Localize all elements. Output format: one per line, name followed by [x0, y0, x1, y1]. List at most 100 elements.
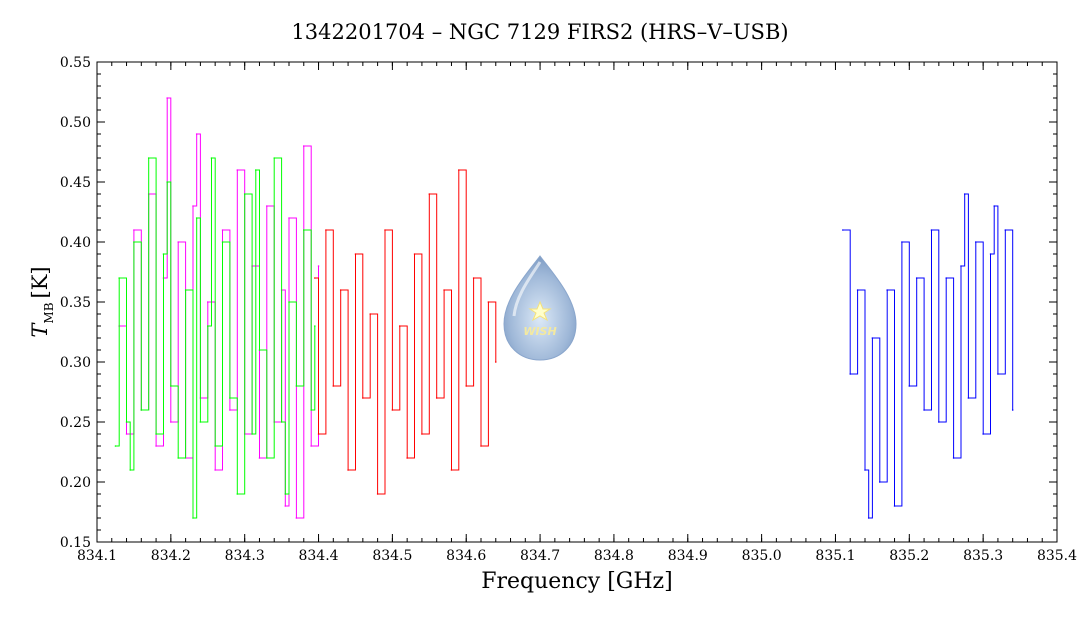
- data-point: [938, 421, 940, 423]
- data-point: [849, 373, 852, 375]
- data-point: [339, 289, 342, 291]
- data-point: [280, 421, 283, 423]
- data-point: [133, 229, 135, 231]
- data-point: [1004, 229, 1007, 231]
- data-point: [362, 397, 364, 399]
- x-tick-label: 834.5: [372, 548, 412, 564]
- data-point: [258, 457, 261, 459]
- data-point: [871, 337, 874, 339]
- plot-frame: [96, 61, 1058, 543]
- data-point: [206, 325, 209, 327]
- data-point: [147, 157, 150, 159]
- x-tick-label: 835.0: [742, 548, 782, 564]
- data-point: [273, 157, 276, 159]
- data-point: [192, 517, 194, 519]
- data-point: [199, 421, 202, 423]
- spectrum-series-2: [314, 169, 497, 495]
- y-tick-label: 0.35: [60, 295, 91, 311]
- x-tick-label: 835.4: [1037, 548, 1077, 564]
- data-point: [886, 289, 888, 291]
- data-point: [170, 421, 172, 423]
- y-axis-label-main: T: [28, 322, 52, 338]
- data-point: [472, 277, 475, 279]
- data-point: [221, 241, 224, 243]
- data-point: [930, 229, 933, 231]
- y-axis-label: TMB [K]: [28, 266, 56, 337]
- y-tick-label: 0.45: [60, 175, 91, 191]
- data-point: [258, 349, 261, 351]
- data-point: [195, 133, 198, 135]
- x-tick-label: 835.3: [963, 548, 1003, 564]
- data-point: [125, 421, 128, 423]
- data-point: [214, 445, 216, 447]
- data-point: [129, 469, 132, 471]
- data-point: [901, 241, 903, 243]
- data-point: [494, 361, 497, 363]
- y-tick-label: 0.55: [60, 55, 91, 71]
- data-point: [878, 481, 881, 483]
- data-point: [960, 265, 962, 267]
- data-point: [314, 277, 316, 279]
- data-point: [125, 433, 128, 435]
- data-point: [450, 469, 453, 471]
- spectrum-traces: [114, 97, 1014, 519]
- y-axis-label-unit: [K]: [28, 266, 52, 298]
- x-tick-label: 835.2: [889, 548, 929, 564]
- data-point: [856, 289, 859, 291]
- data-point: [413, 253, 416, 255]
- data-point: [989, 253, 992, 255]
- data-point: [332, 385, 335, 387]
- data-point: [406, 457, 408, 459]
- data-point: [347, 469, 349, 471]
- chart-title: 1342201704 – NGC 7129 FIRS2 (HRS–V–USB): [291, 20, 788, 44]
- data-point: [118, 277, 120, 279]
- data-point: [284, 493, 287, 495]
- data-point: [435, 397, 438, 399]
- data-point: [236, 493, 239, 495]
- data-point: [288, 217, 290, 219]
- data-point: [487, 301, 490, 303]
- data-point: [945, 277, 948, 279]
- data-point: [982, 433, 984, 435]
- x-tick-label: 834.8: [594, 548, 634, 564]
- data-point: [210, 157, 213, 159]
- x-axis-ticks: 834.1 834.2 834.3 834.4 834.5 834.6 834.7 834.8…: [77, 62, 1077, 564]
- data-point: [155, 445, 157, 447]
- data-point: [251, 433, 253, 435]
- data-point: [993, 205, 996, 207]
- data-point: [177, 241, 180, 243]
- y-tick-label: 0.40: [60, 235, 91, 251]
- data-point: [140, 409, 143, 411]
- data-point: [842, 229, 844, 231]
- star-icon: [528, 300, 552, 322]
- data-point: [443, 289, 445, 291]
- y-axis-label-sub: MB: [42, 302, 56, 323]
- data-point: [391, 409, 394, 411]
- data-point: [284, 505, 287, 507]
- x-tick-label: 834.6: [446, 548, 486, 564]
- data-point: [317, 265, 320, 267]
- data-point: [428, 193, 431, 195]
- data-point: [295, 517, 298, 519]
- data-point: [963, 193, 966, 195]
- data-point: [480, 445, 482, 447]
- y-tick-label: 0.50: [60, 115, 91, 131]
- data-point: [302, 145, 305, 147]
- data-point: [236, 169, 239, 171]
- data-point: [923, 409, 925, 411]
- data-point: [195, 217, 198, 219]
- x-tick-label: 834.3: [225, 548, 265, 564]
- data-point: [266, 205, 268, 207]
- data-point: [952, 457, 955, 459]
- x-axis-label: Frequency [GHz]: [481, 569, 673, 594]
- data-point: [295, 385, 298, 387]
- data-point: [114, 445, 117, 447]
- data-point: [288, 301, 290, 303]
- y-tick-label: 0.15: [60, 535, 91, 551]
- data-point: [266, 457, 268, 459]
- y-tick-label: 0.25: [60, 415, 91, 431]
- data-point: [214, 469, 216, 471]
- data-point: [458, 169, 460, 171]
- wish-logo: WISH: [503, 255, 577, 361]
